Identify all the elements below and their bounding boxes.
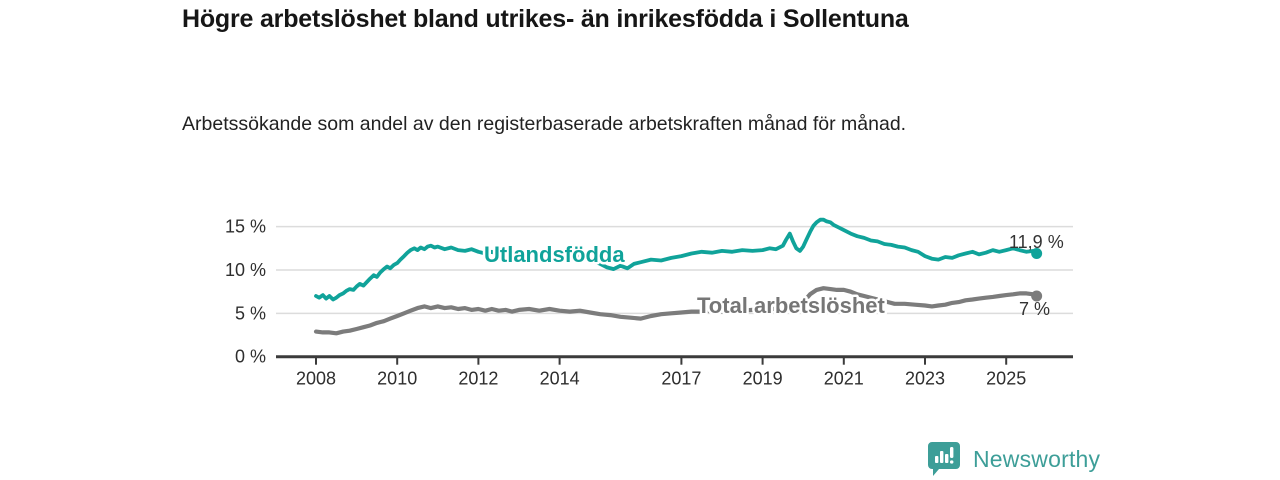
gridlines	[276, 225, 1073, 315]
x-tick-label: 2019	[743, 369, 783, 389]
newsworthy-wordmark: Newsworthy	[973, 445, 1101, 472]
newsworthy-bar-chart-bubble-icon	[928, 442, 960, 476]
end-value-total-arbetsloshet: 7 %	[1019, 299, 1050, 319]
series-line-total	[313, 286, 1039, 336]
y-tick-label: 15 %	[225, 217, 266, 237]
x-tick-label: 2008	[296, 369, 336, 389]
series-label-total-arbetsloshet: Total arbetslöshet	[697, 293, 886, 318]
end-value-utlandsfodda: 11,9 %	[1009, 232, 1064, 252]
y-axis-labels: 0 % 5 % 10 % 15 %	[225, 217, 266, 367]
series-label-utlandsfodda: Utlandsfödda	[484, 242, 625, 267]
x-tick-label: 2023	[905, 369, 945, 389]
series-end-dot-total	[1031, 290, 1043, 302]
line-chart: 2008 2010 2012 2014 2017 2019 2021 2023 2025 0 %…	[225, 217, 1073, 389]
x-tick-label: 2017	[661, 369, 701, 389]
x-tick-label: 2025	[986, 369, 1026, 389]
x-tick-label: 2010	[377, 369, 417, 389]
chart-title: Högre arbetslöshet bland utrikes- än inr…	[182, 5, 909, 33]
x-tick-label: 2014	[540, 369, 580, 389]
y-tick-label: 0 %	[235, 347, 266, 367]
series-end-dots	[1031, 248, 1043, 302]
newsworthy-logo: Newsworthy	[928, 442, 1100, 476]
x-tick-label: 2012	[458, 369, 498, 389]
series-lines	[313, 217, 1039, 336]
y-tick-label: 5 %	[235, 303, 266, 323]
x-axis: 2008 2010 2012 2014 2017 2019 2021 2023 2025	[276, 355, 1073, 389]
series-end-dot-utlandsfodda	[1031, 248, 1043, 260]
chart-subtitle: Arbetssökande som andel av den registerb…	[182, 113, 907, 135]
x-tick-label: 2021	[824, 369, 864, 389]
series-line-utlandsfodda	[314, 217, 1039, 302]
y-tick-label: 10 %	[225, 260, 266, 280]
